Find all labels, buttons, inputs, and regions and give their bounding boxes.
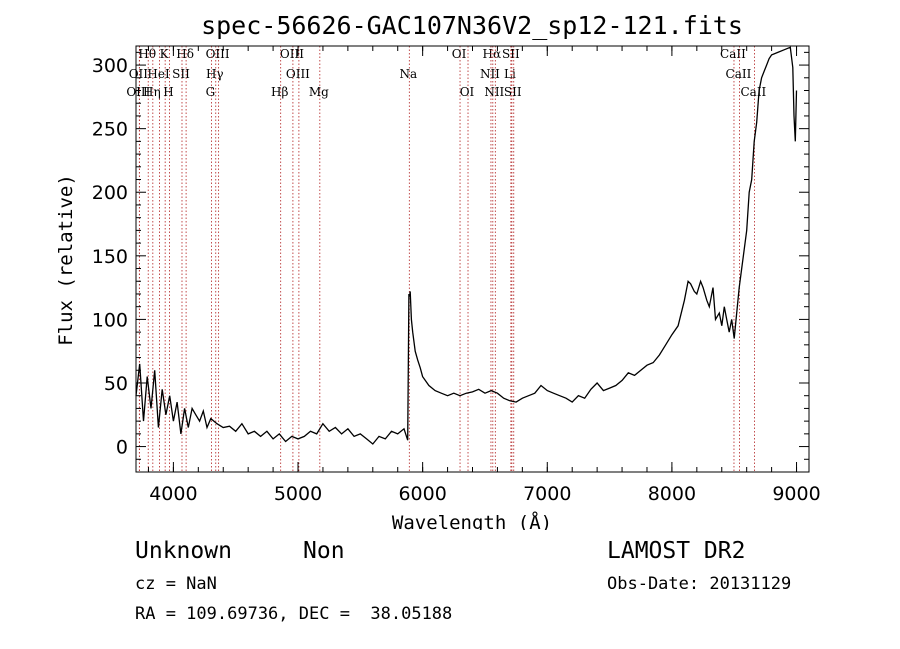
y-tick-label: 100 [92, 309, 128, 331]
y-tick-label: 200 [92, 182, 128, 204]
spectral-line-label: Hη [143, 85, 161, 99]
object-class: Unknown [135, 538, 232, 564]
spectral-line-label: Na [399, 67, 417, 81]
spectral-line-label: CaII [740, 85, 766, 99]
redshift-cz: cz = NaN [135, 574, 217, 594]
spectral-line-label: H [163, 85, 173, 99]
spectrum-line-series [135, 46, 798, 445]
y-tick-label: 300 [92, 55, 128, 77]
x-tick-label: 9000 [772, 483, 820, 505]
y-tick-label: 250 [92, 119, 128, 141]
spectral-line-label: Hα [483, 47, 502, 61]
y-axis: 0 50 100 150 200 250 300 [92, 51, 809, 460]
spectral-line-label: Mg [309, 85, 329, 99]
plot-frame [135, 45, 810, 473]
spectral-line-label: NII [484, 85, 504, 99]
y-axis-label: Flux (relative) [55, 174, 77, 346]
spectral-line-label: OIII [206, 47, 230, 61]
spectral-line-label: Li [504, 67, 516, 81]
observation-date: Obs-Date: 20131129 [607, 574, 792, 594]
spectral-line-label: Hβ [271, 85, 288, 99]
spectral-line-label: CaII [720, 47, 746, 61]
x-tick-label: 8000 [648, 483, 696, 505]
x-axis-label: Wavelength (Å) [392, 511, 552, 530]
survey-name: LAMOST DR2 [607, 538, 746, 564]
spectral-line-label: OI [460, 85, 475, 99]
y-tick-label: 50 [104, 373, 128, 395]
spectral-line-label: OIII [280, 47, 304, 61]
spectral-line-label: NII [480, 67, 500, 81]
spectral-line-label: K [160, 47, 170, 61]
spectral-line-label: OII [129, 67, 149, 81]
spectral-line-label: CaII [726, 67, 752, 81]
spectral-line-label: Hδ [176, 47, 194, 61]
spectral-line-label: G [206, 85, 216, 99]
spectral-line-label: HeI [147, 67, 170, 81]
spectral-line-label: OIII [126, 85, 150, 99]
spectral-line-label: SII [172, 67, 190, 81]
object-subclass: Non [303, 538, 345, 564]
x-tick-label: 6000 [398, 483, 446, 505]
y-tick-label: 0 [116, 437, 128, 459]
x-axis: 4000 5000 6000 7000 8000 9000 [147, 46, 821, 505]
chart-title: spec-56626-GAC107N36V2_sp12-121.fits [201, 11, 743, 40]
spectral-line-label: Hγ [206, 67, 224, 81]
spectral-line-label: OI [452, 47, 467, 61]
x-tick-label: 7000 [523, 483, 571, 505]
y-tick-label: 150 [92, 246, 128, 268]
series-group [135, 46, 798, 445]
spectral-line-label: Hθ [138, 47, 156, 61]
x-tick-label: 4000 [149, 483, 197, 505]
spectrum-chart: spec-56626-GAC107N36V2_sp12-121.fits Hθ K… [55, 11, 821, 530]
x-tick-label: 5000 [274, 483, 322, 505]
coordinates: RA = 109.69736, DEC = 38.05188 [135, 604, 453, 624]
spectral-line-label: SII [504, 85, 522, 99]
spectral-line-label: OIII [286, 67, 310, 81]
